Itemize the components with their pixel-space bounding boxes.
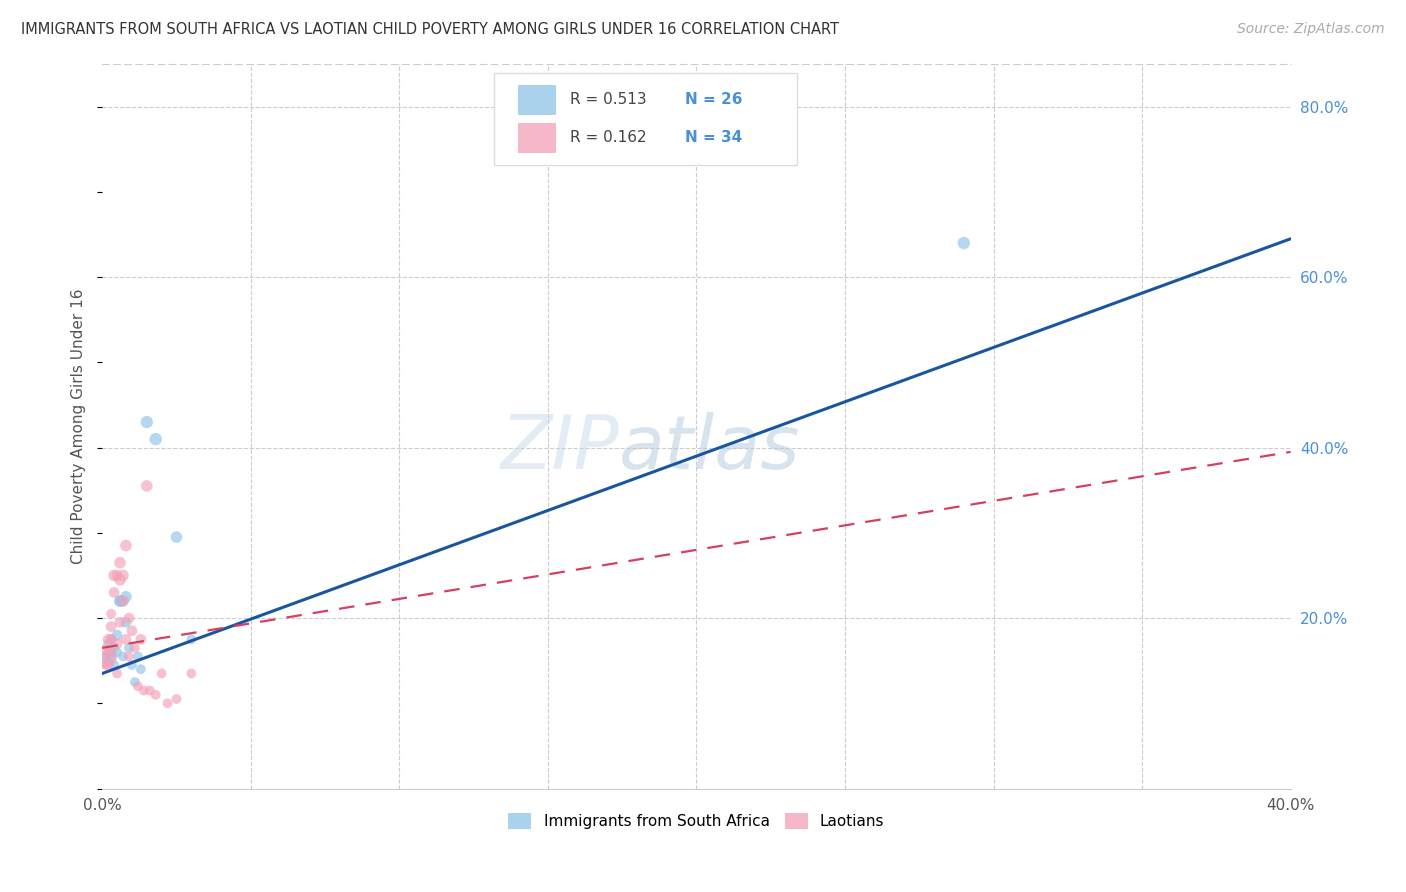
Point	[180, 632, 202, 647]
Point	[103, 640, 125, 655]
Point	[129, 662, 152, 676]
Text: R = 0.513: R = 0.513	[571, 92, 647, 107]
Point	[115, 615, 138, 630]
Point	[94, 649, 117, 664]
Point	[145, 688, 167, 702]
Point	[129, 632, 152, 647]
Legend: Immigrants from South Africa, Laotians: Immigrants from South Africa, Laotians	[502, 807, 890, 835]
Point	[118, 649, 141, 664]
Text: N = 34: N = 34	[685, 129, 742, 145]
Point	[105, 628, 128, 642]
Text: N = 26: N = 26	[685, 92, 742, 107]
Point	[100, 632, 122, 647]
Text: IMMIGRANTS FROM SOUTH AFRICA VS LAOTIAN CHILD POVERTY AMONG GIRLS UNDER 16 CORRE: IMMIGRANTS FROM SOUTH AFRICA VS LAOTIAN …	[21, 22, 839, 37]
Point	[100, 607, 122, 621]
Point	[124, 640, 146, 655]
Point	[100, 619, 122, 633]
Point	[94, 649, 117, 664]
Point	[105, 645, 128, 659]
Point	[108, 573, 131, 587]
Point	[108, 615, 131, 630]
Point	[100, 632, 122, 647]
Bar	[519, 85, 557, 115]
Point	[100, 649, 122, 664]
Point	[132, 683, 155, 698]
Point	[105, 568, 128, 582]
Point	[180, 666, 202, 681]
Point	[111, 649, 134, 664]
Point	[115, 539, 138, 553]
Point	[952, 235, 974, 250]
Point	[118, 611, 141, 625]
Point	[105, 637, 128, 651]
Point	[94, 657, 117, 672]
Point	[135, 479, 157, 493]
Point	[108, 594, 131, 608]
Point	[150, 666, 173, 681]
Point	[97, 657, 120, 672]
Point	[97, 654, 120, 668]
Point	[111, 568, 134, 582]
Point	[115, 590, 138, 604]
Point	[166, 692, 188, 706]
Point	[97, 632, 120, 647]
Point	[97, 645, 120, 659]
Bar	[519, 123, 557, 153]
Point	[105, 666, 128, 681]
Point	[139, 683, 162, 698]
Point	[156, 696, 179, 710]
Point	[166, 530, 188, 544]
Text: atlas: atlas	[619, 412, 800, 484]
Point	[145, 432, 167, 446]
Point	[108, 594, 131, 608]
Point	[124, 675, 146, 690]
Point	[111, 594, 134, 608]
Point	[100, 645, 122, 659]
Text: Source: ZipAtlas.com: Source: ZipAtlas.com	[1237, 22, 1385, 37]
FancyBboxPatch shape	[495, 73, 797, 166]
Point	[103, 568, 125, 582]
Point	[97, 637, 120, 651]
Point	[135, 415, 157, 429]
Point	[121, 624, 143, 638]
Point	[118, 640, 141, 655]
Text: ZIP: ZIP	[501, 412, 619, 484]
Point	[127, 649, 149, 664]
Y-axis label: Child Poverty Among Girls Under 16: Child Poverty Among Girls Under 16	[72, 288, 86, 564]
Point	[115, 632, 138, 647]
Point	[103, 657, 125, 672]
Text: R = 0.162: R = 0.162	[571, 129, 647, 145]
Point	[111, 594, 134, 608]
Point	[103, 585, 125, 599]
Point	[121, 657, 143, 672]
Point	[108, 556, 131, 570]
Point	[127, 679, 149, 693]
